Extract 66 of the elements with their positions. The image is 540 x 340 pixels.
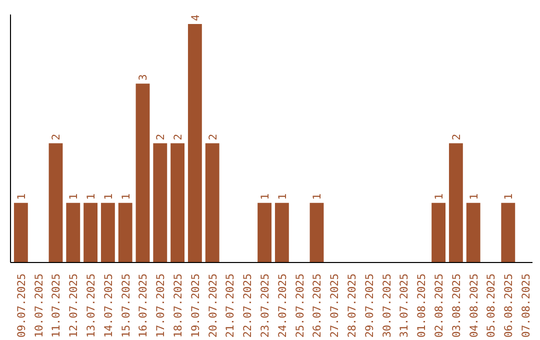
data-label: 1	[258, 193, 272, 200]
bar	[14, 202, 28, 262]
bar	[66, 202, 80, 262]
data-label: 1	[467, 193, 480, 200]
bar	[448, 143, 463, 262]
x-tick-label: 11.07.2025	[50, 274, 63, 338]
x-tick-label: 17.07.2025	[154, 274, 168, 338]
x-tick-label: 28.07.2025	[346, 274, 359, 338]
x-tick-label: 25.07.2025	[293, 274, 306, 338]
x-tick-label: 23.07.2025	[258, 274, 272, 338]
bar	[274, 202, 289, 262]
x-tick-label: 01.08.2025	[415, 274, 428, 338]
data-label: 2	[450, 134, 463, 140]
bar	[136, 84, 150, 262]
x-tick-label: 21.07.2025	[224, 274, 237, 338]
data-label: 1	[310, 193, 324, 200]
data-label: 4	[188, 14, 202, 22]
bar	[170, 143, 184, 262]
x-tick-label: 12.07.2025	[67, 274, 80, 338]
bar	[466, 202, 480, 262]
bar	[501, 202, 516, 262]
x-tick-label: 06.08.2025	[502, 274, 516, 338]
x-tick-label: 31.07.2025	[398, 274, 411, 338]
x-tick-label: 07.08.2025	[520, 274, 533, 338]
x-tick-label: 13.07.2025	[84, 274, 98, 338]
x-tick-label: 29.07.2025	[362, 274, 376, 338]
bar	[84, 202, 98, 262]
x-tick-label: 22.07.2025	[241, 274, 254, 338]
data-label: 1	[276, 193, 289, 200]
x-tick-label: 16.07.2025	[136, 274, 150, 338]
x-tick-label: 14.07.2025	[102, 274, 115, 338]
data-label: 1	[119, 193, 132, 200]
bar	[310, 202, 324, 262]
data-label: 2	[206, 134, 220, 140]
data-label: 1	[67, 193, 80, 200]
data-label: 1	[502, 193, 516, 200]
data-label: 1	[432, 193, 446, 200]
x-tick-label: 18.07.2025	[172, 274, 185, 338]
x-tick-label: 20.07.2025	[206, 274, 220, 338]
data-label: 2	[172, 134, 185, 140]
bar	[205, 143, 220, 262]
x-tick-label: 26.07.2025	[310, 274, 324, 338]
data-label: 1	[84, 193, 98, 200]
data-label: 2	[50, 134, 63, 140]
x-tick-label: 19.07.2025	[188, 274, 202, 338]
x-tick-label: 15.07.2025	[119, 274, 132, 338]
x-tick-label: 10.07.2025	[32, 274, 46, 338]
data-label: 1	[14, 193, 28, 200]
data-label: 3	[136, 74, 150, 81]
x-tick-label: 02.08.2025	[432, 274, 446, 338]
bar	[118, 202, 132, 262]
bar	[48, 143, 63, 262]
x-tick-label: 03.08.2025	[450, 274, 463, 338]
x-tick-label: 09.07.2025	[14, 274, 28, 338]
bar	[188, 24, 202, 262]
bar	[100, 202, 115, 262]
x-tick-label: 27.07.2025	[328, 274, 342, 338]
bar	[432, 202, 446, 262]
x-tick-label: 24.07.2025	[276, 274, 289, 338]
data-label: 1	[102, 193, 115, 200]
data-label: 2	[154, 134, 168, 140]
x-tick-label: 30.07.2025	[380, 274, 394, 338]
x-tick-label: 05.08.2025	[484, 274, 498, 338]
bar	[258, 202, 272, 262]
bar	[153, 143, 168, 262]
x-tick-label: 04.08.2025	[467, 274, 480, 338]
